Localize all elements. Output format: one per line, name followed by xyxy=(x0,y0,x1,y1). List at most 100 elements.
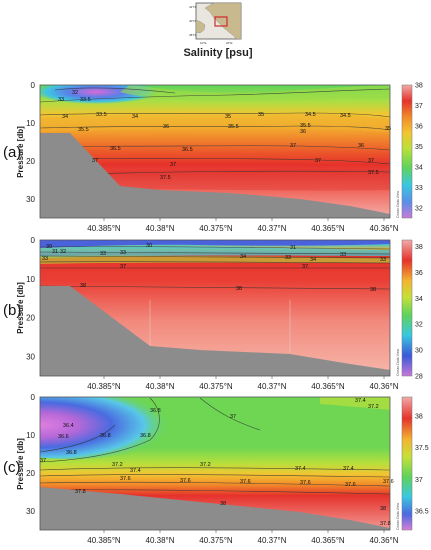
inset-lon-tick-2: 20°E xyxy=(226,41,233,45)
colorbar-tick-label: 38 xyxy=(415,414,423,421)
seafloor-c xyxy=(40,487,390,530)
contour-label: 37.4 xyxy=(355,398,366,404)
contour-label: 37.8 xyxy=(75,489,86,495)
inset-map: 42°N 40°N 38°N 10°E 20°E xyxy=(189,2,242,45)
contour-label: 36.8 xyxy=(66,450,77,456)
colorbar-tick-label: 37.5 xyxy=(415,445,429,452)
contour-label: 33 xyxy=(285,255,291,261)
contour-label: 37.5 xyxy=(160,175,171,181)
contour-label: 38 xyxy=(236,286,242,292)
contour-label: 37.6 xyxy=(180,478,191,484)
watermark-c: Ocean Data View xyxy=(396,502,400,530)
contour-label: 34.5 xyxy=(305,112,316,118)
panel-label-a: (a) xyxy=(3,144,21,161)
contour-label: 36.8 xyxy=(150,408,161,414)
contour-label: 37.6 xyxy=(300,480,311,486)
contour-label: 34 xyxy=(240,254,246,260)
inset-lat-tick-1: 42°N xyxy=(189,5,196,9)
x-tick-label: 40.375°N xyxy=(199,536,233,545)
contour-label: 36 xyxy=(163,124,169,130)
contour-label: 37 xyxy=(170,162,176,168)
x-tick-label: 40.37°N xyxy=(258,536,287,545)
colorbar-tick-label: 32 xyxy=(415,205,423,212)
contour-label: 37.2 xyxy=(112,462,123,468)
x-tick-label: 40.37°N xyxy=(258,224,287,233)
x-tick-label: 40.37°N xyxy=(258,382,287,391)
x-tick-label: 40.385°N xyxy=(87,224,121,233)
y-tick-label: 0 xyxy=(31,236,36,245)
colorbar-tick-label: 30 xyxy=(415,348,423,355)
colorbar-tick-label: 36 xyxy=(415,123,423,130)
contour-label: 36.8 xyxy=(100,433,111,439)
contour-label: 38 xyxy=(220,501,226,507)
contour-label: 35 xyxy=(225,114,231,120)
contour-label: 30 xyxy=(146,243,152,249)
colorbar-tick-label: 28 xyxy=(415,374,423,381)
ylabel-b: Pressure [db] xyxy=(16,282,25,334)
x-tick-label: 40.375°N xyxy=(199,224,233,233)
contour-label: 37.2 xyxy=(200,462,211,468)
y-tick-label: 30 xyxy=(26,353,35,362)
contour-label: 37 xyxy=(290,143,296,149)
x-tick-label: 40.385°N xyxy=(87,536,121,545)
watermark-b: Ocean Data View xyxy=(396,348,400,376)
y-tick-label: 10 xyxy=(26,275,35,284)
y-tick-label: 10 xyxy=(26,119,35,128)
contour-label: 35.5 xyxy=(78,127,89,133)
contour-label: 37 xyxy=(120,264,126,270)
seafloor-b xyxy=(40,286,390,376)
contour-label: 33 xyxy=(58,97,64,103)
contour-label: 31 xyxy=(290,245,296,251)
contour-label: 33 xyxy=(340,252,346,258)
contour-label: 32 xyxy=(60,249,66,255)
contour-label: 37.2 xyxy=(368,404,379,410)
contour-label: 38 xyxy=(380,506,386,512)
contour-label: 37.6 xyxy=(383,479,394,485)
panel-a: 40.385°N 40.38°N 40.375°N 40.37°N 40.365°N 40… xyxy=(26,81,423,233)
inset-lon-tick-1: 10°E xyxy=(200,41,207,45)
panel-b: 40.385°N 40.38°N 40.375°N 40.37°N 40.365°N 40… xyxy=(26,236,423,391)
colorbar-tick-label: 34 xyxy=(415,164,423,171)
contour-label: 37 xyxy=(230,414,236,420)
contour-label: 36 xyxy=(300,129,306,135)
contour-label: 37 xyxy=(315,158,321,164)
x-tick-label: 40.38°N xyxy=(146,536,175,545)
contour-label: 38 xyxy=(80,283,86,289)
x-tick-label: 40.36°N xyxy=(370,536,399,545)
contour-label: 35 xyxy=(258,112,264,118)
x-tick-label: 40.38°N xyxy=(146,224,175,233)
contour-label: 34 xyxy=(132,114,138,120)
contour-label: 33 xyxy=(120,250,126,256)
panel-label-c: (c) xyxy=(3,459,21,476)
contour-label: 37.6 xyxy=(240,479,251,485)
y-tick-label: 30 xyxy=(26,507,35,516)
contour-label: 36.6 xyxy=(58,434,69,440)
colorbar-tick-label: 33 xyxy=(415,185,423,192)
contour-label: 35 xyxy=(385,126,391,132)
colorbar-tick-label: 34 xyxy=(415,296,423,303)
contour-label: 35.5 xyxy=(300,123,311,129)
watermark-a: Ocean Data View xyxy=(396,190,400,218)
figure-title: Salinity [psu] xyxy=(183,47,252,59)
x-tick-label: 40.38°N xyxy=(146,382,175,391)
x-tick-label: 40.385°N xyxy=(87,382,121,391)
contour-label: 37.4 xyxy=(343,466,354,472)
x-tick-label: 40.36°N xyxy=(370,224,399,233)
y-tick-label: 0 xyxy=(31,81,36,90)
contour-label: 37.8 xyxy=(380,521,391,527)
contour-label: 37 xyxy=(302,264,308,270)
contour-label: 36.4 xyxy=(63,423,74,429)
y-tick-label: 30 xyxy=(26,195,35,204)
contour-label: 37.4 xyxy=(295,466,306,472)
colorbar-tick-label: 37 xyxy=(415,103,423,110)
ylabel-a: Pressure [db] xyxy=(16,126,25,178)
inset-lat-tick-3: 38°N xyxy=(189,33,196,37)
contour-label: 35.5 xyxy=(228,124,239,130)
contour-label: 37.6 xyxy=(120,476,131,482)
x-tick-label: 40.365°N xyxy=(311,536,345,545)
colorbar-tick-label: 36 xyxy=(415,270,423,277)
contour-label: 34 xyxy=(310,257,316,263)
colorbar-tick-label: 37 xyxy=(415,477,423,484)
colorbar-tick-label: 35 xyxy=(415,144,423,151)
